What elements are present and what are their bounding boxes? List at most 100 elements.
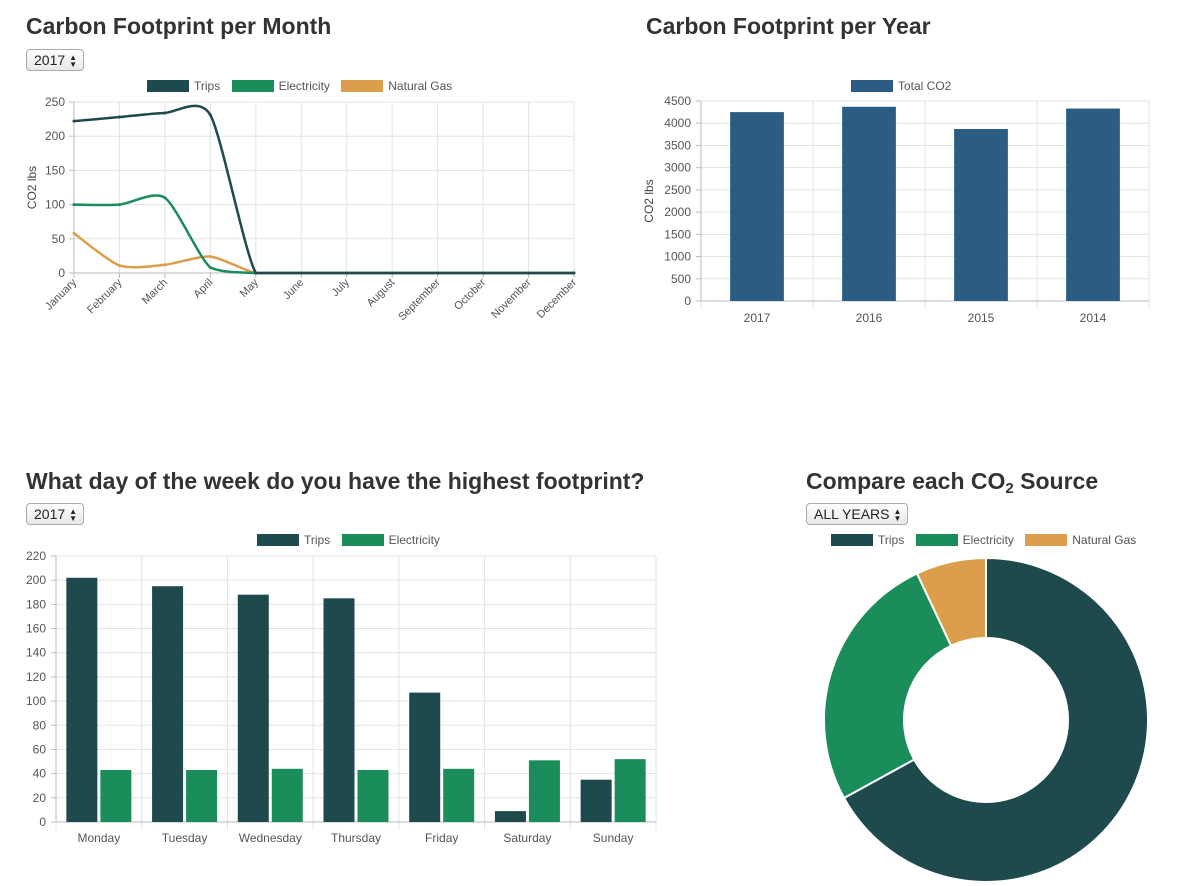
- data-point-electricity: [72, 203, 76, 207]
- y-tick-label: 20: [33, 791, 47, 805]
- y-tick-label: 80: [33, 718, 47, 732]
- x-tick-label: January: [43, 276, 80, 313]
- data-point-trips: [345, 271, 349, 275]
- y-tick-label: 100: [26, 694, 46, 708]
- data-point-trips: [390, 271, 394, 275]
- data-point-natural-gas: [72, 231, 76, 235]
- y-tick-label: 500: [671, 272, 691, 286]
- bar-trips-wednesday: [237, 594, 269, 822]
- slice-electricity: [823, 572, 953, 800]
- week-bar-chart: 0 20 40 60 80 100 120 140 160 180 200 220 Monday Tues…: [26, 549, 657, 845]
- legend-item-trips[interactable]: Trips: [257, 533, 330, 547]
- select-arrows-icon: ▲ ▼: [69, 53, 78, 70]
- month-year-select[interactable]: 2017 ▲ ▼: [26, 49, 85, 71]
- bar-electricity-tuesday: [186, 770, 218, 822]
- source-legend: Trips Electricity Natural Gas: [831, 533, 1144, 547]
- y-tick-label: 50: [52, 232, 66, 246]
- legend-item-natural-gas[interactable]: Natural Gas: [341, 79, 452, 93]
- week-legend: Trips Electricity: [257, 533, 448, 547]
- legend-item-electricity[interactable]: Electricity: [231, 79, 330, 93]
- source-year-select[interactable]: ALL YEARS ▲ ▼: [806, 503, 909, 525]
- legend-label: Electricity: [962, 533, 1014, 547]
- x-tick-label: 2016: [856, 311, 883, 325]
- data-point-trips: [72, 119, 76, 123]
- year-legend: Total CO2: [851, 79, 959, 93]
- y-tick-label: 0: [58, 266, 65, 280]
- month-line-chart: 0 50 100 150 200 250 January February March April…: [25, 95, 580, 323]
- data-point-electricity: [208, 266, 212, 270]
- bar-trips-monday: [66, 577, 98, 822]
- x-tick-label: Sunday: [593, 831, 634, 845]
- x-tick-label: 2014: [1080, 311, 1107, 325]
- legend-item-natural-gas[interactable]: Natural Gas: [1025, 533, 1136, 547]
- bar-electricity-wednesday: [271, 768, 303, 822]
- week-year-select[interactable]: 2017 ▲ ▼: [26, 503, 85, 525]
- source-doughnut-chart: [823, 556, 1149, 883]
- week-panel: What day of the week do you have the hig…: [0, 455, 680, 886]
- legend-swatch-natural-gas: [1025, 534, 1068, 546]
- x-tick-label: 2015: [968, 311, 995, 325]
- legend-label: Electricity: [278, 79, 330, 93]
- x-tick-label: September: [396, 276, 443, 323]
- bar-electricity-thursday: [357, 770, 389, 822]
- legend-swatch-trips: [147, 80, 189, 92]
- select-arrows-icon: ▲ ▼: [893, 507, 902, 524]
- y-tick-label: 60: [33, 742, 47, 756]
- y-tick-label: 4500: [664, 94, 691, 108]
- y-tick-label: 140: [26, 646, 46, 660]
- y-tick-label: 0: [39, 815, 46, 829]
- bar-electricity-monday: [100, 770, 132, 822]
- x-tick-label: Tuesday: [162, 831, 208, 845]
- week-year-select-value: 2017: [34, 506, 66, 522]
- y-tick-label: 1500: [664, 227, 691, 241]
- y-tick-label: 200: [45, 129, 65, 143]
- series-line-electricity: [73, 194, 574, 275]
- legend-item-trips[interactable]: Trips: [831, 533, 904, 547]
- x-tick-label: August: [365, 277, 398, 310]
- bar-trips-sunday: [580, 779, 612, 822]
- legend-item-total-co2[interactable]: Total CO2: [851, 79, 951, 93]
- legend-swatch-natural-gas: [341, 80, 384, 92]
- x-tick-label: November: [489, 276, 534, 321]
- legend-swatch-trips: [257, 534, 299, 546]
- y-tick-label: 120: [26, 670, 46, 684]
- x-tick-label: Saturday: [503, 831, 551, 845]
- data-point-trips: [436, 271, 440, 275]
- bar-2014: [1066, 108, 1120, 301]
- bar-2015: [954, 129, 1008, 301]
- y-tick-label: 40: [33, 767, 47, 781]
- x-tick-label: Monday: [78, 831, 121, 845]
- legend-item-electricity[interactable]: Electricity: [915, 533, 1014, 547]
- source-chart-title: Compare each CO2 Source: [806, 468, 1098, 496]
- y-tick-label: 2500: [664, 183, 691, 197]
- x-tick-label: Wednesday: [239, 831, 302, 845]
- legend-label: Natural Gas: [1072, 533, 1137, 547]
- x-tick-label: December: [535, 276, 580, 321]
- data-point-trips: [117, 115, 121, 119]
- bar-electricity-saturday: [528, 760, 560, 822]
- data-point-trips: [527, 271, 531, 275]
- bar-2016: [842, 106, 896, 302]
- select-arrows-icon: ▲ ▼: [69, 507, 78, 524]
- month-chart-title: Carbon Footprint per Month: [26, 13, 332, 39]
- month-year-select-value: 2017: [34, 52, 66, 68]
- y-axis-title: CO2 lbs: [642, 179, 656, 222]
- y-tick-label: 2000: [664, 205, 691, 219]
- bar-2017: [730, 112, 784, 301]
- bar-trips-thursday: [323, 598, 355, 822]
- data-point-trips: [208, 113, 212, 117]
- bar-electricity-sunday: [614, 759, 646, 822]
- y-tick-label: 3500: [664, 138, 691, 152]
- legend-item-electricity[interactable]: Electricity: [341, 533, 440, 547]
- data-point-natural-gas: [163, 263, 167, 267]
- legend-label: Trips: [878, 533, 905, 547]
- y-tick-label: 0: [684, 294, 691, 308]
- y-tick-label: 180: [26, 597, 46, 611]
- data-point-trips: [572, 271, 576, 275]
- legend-item-trips[interactable]: Trips: [147, 79, 220, 93]
- y-tick-label: 220: [26, 549, 46, 563]
- y-tick-label: 200: [26, 573, 46, 587]
- year-chart-title: Carbon Footprint per Year: [646, 13, 931, 39]
- y-axis-title: CO2 lbs: [25, 166, 39, 209]
- bar-trips-saturday: [494, 811, 526, 822]
